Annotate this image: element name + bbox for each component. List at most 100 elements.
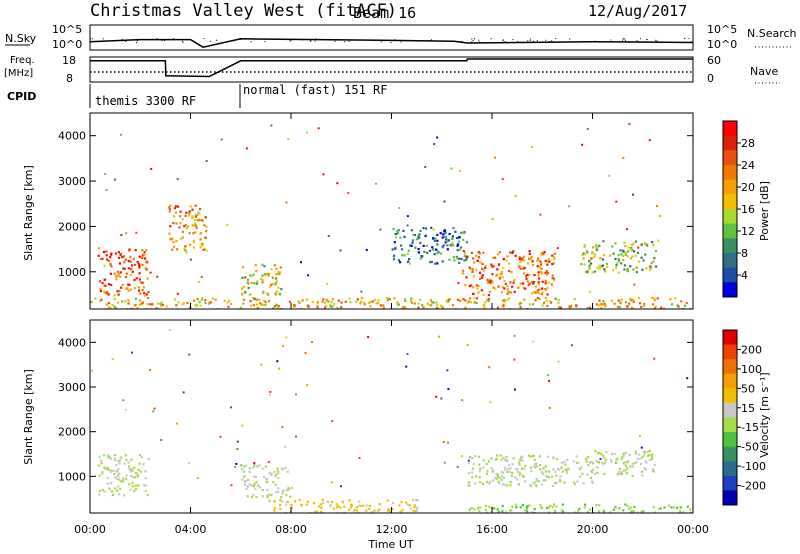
- power-cell: [331, 305, 334, 308]
- velocity-cell: [131, 481, 134, 484]
- power-cell: [589, 262, 593, 265]
- power-cell: [530, 255, 533, 259]
- velocity-cell: [521, 503, 524, 506]
- velocity-cell: [478, 476, 481, 479]
- power-cell: [139, 281, 142, 284]
- power-cell: [278, 272, 281, 275]
- velocity-cell: [499, 454, 502, 457]
- power-cell: [411, 239, 415, 242]
- power-cell: [451, 237, 454, 240]
- power-cell: [430, 226, 433, 229]
- power-cell: [119, 271, 122, 274]
- velocity-cell: [350, 506, 353, 509]
- velocity-cell: [343, 511, 346, 513]
- power-cell: [432, 228, 435, 231]
- velocity-cell: [399, 510, 402, 513]
- power-cell: [199, 232, 202, 235]
- power-cell: [425, 234, 428, 237]
- power-cell: [330, 300, 333, 303]
- velocity-cell: [651, 453, 654, 456]
- power-cell: [184, 245, 187, 248]
- power-cell: [297, 300, 300, 303]
- power-cell: [628, 122, 631, 125]
- power-cell: [395, 236, 398, 239]
- velocity-cell: [134, 484, 137, 487]
- power-cell: [484, 264, 487, 267]
- power-cell: [658, 215, 661, 217]
- power-cell: [477, 291, 480, 294]
- velocity-cell: [116, 489, 119, 492]
- power-cell: [198, 281, 200, 284]
- velocity-cell: [610, 458, 613, 461]
- power-cell: [504, 282, 507, 285]
- power-cell: [311, 300, 314, 304]
- power-cell: [129, 288, 132, 291]
- velocity-cell: [653, 511, 657, 513]
- velocity-cell: [139, 454, 142, 457]
- velocity-cell: [97, 464, 100, 467]
- power-cell: [417, 302, 420, 305]
- power-cell: [141, 263, 144, 266]
- velocity-cell: [270, 473, 273, 476]
- velocity-cell: [526, 510, 529, 513]
- power-cell: [184, 249, 187, 252]
- velocity-cell: [496, 454, 499, 457]
- power-cell: [640, 305, 643, 309]
- velocity-cell: [546, 374, 549, 377]
- power-cell: [436, 233, 439, 237]
- power-cell: [431, 246, 434, 249]
- power-cell: [595, 246, 598, 250]
- power-cell: [447, 239, 450, 242]
- nsky-point: [288, 39, 290, 40]
- power-cell: [638, 296, 641, 300]
- power-cell: [502, 258, 505, 261]
- power-cell: [134, 249, 137, 252]
- velocity-cell: [318, 505, 321, 508]
- power-cell: [382, 304, 385, 307]
- velocity-cell: [435, 395, 438, 398]
- power-cell: [316, 300, 319, 303]
- power-cell: [590, 257, 593, 260]
- power-cell: [527, 257, 531, 260]
- velocity-cell: [652, 468, 655, 471]
- power-cell: [202, 248, 205, 251]
- power-cell: [546, 273, 549, 276]
- power-cell: [582, 257, 585, 260]
- power-cell: [551, 254, 554, 257]
- power-cell: [462, 232, 465, 235]
- power-cell: [684, 304, 687, 307]
- power-cell: [176, 292, 179, 295]
- power-cell: [186, 301, 189, 305]
- power-cell: [648, 139, 651, 142]
- power-cell: [533, 274, 536, 277]
- power-cell: [207, 302, 210, 305]
- nsky-point: [643, 41, 645, 43]
- colorbar-segment: [723, 121, 737, 137]
- power-cell: [174, 298, 177, 301]
- power-cell: [475, 301, 478, 305]
- power-cell: [462, 298, 465, 301]
- velocity-cell: [524, 509, 527, 512]
- power-cell: [602, 254, 605, 257]
- power-cell: [113, 272, 116, 275]
- velocity-cell: [254, 487, 257, 490]
- power-cell: [117, 301, 120, 304]
- power-cell: [506, 284, 509, 287]
- power-cell: [521, 282, 525, 285]
- power-cell: [480, 289, 483, 292]
- power-cell: [267, 299, 271, 303]
- velocity-cell: [513, 334, 516, 337]
- power-cell: [379, 228, 382, 231]
- velocity-cell: [509, 467, 512, 470]
- velocity-cell: [561, 503, 564, 506]
- velocity-cell: [495, 477, 499, 480]
- power-cell: [256, 306, 259, 309]
- power-cell: [201, 242, 204, 245]
- power-cell: [441, 305, 444, 308]
- power-cell: [444, 235, 447, 238]
- velocity-cell: [234, 465, 237, 468]
- velocity-cell: [438, 335, 440, 338]
- velocity-cell: [277, 490, 280, 493]
- power-cell: [528, 252, 531, 255]
- velocity-cell: [584, 457, 587, 461]
